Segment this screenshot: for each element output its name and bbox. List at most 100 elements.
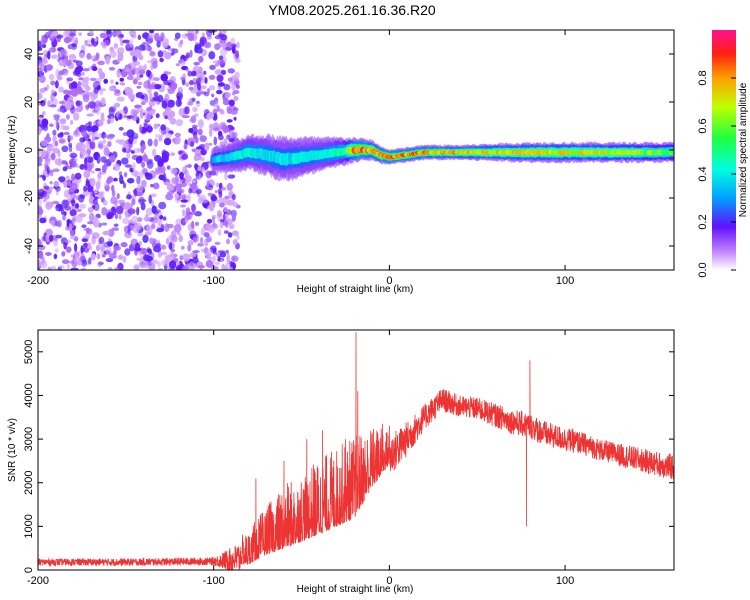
noise-cell: [147, 84, 156, 90]
noise-cell: [107, 211, 114, 219]
noise-cell: [208, 85, 216, 91]
noise-cell: [182, 253, 191, 262]
noise-cell: [218, 55, 224, 60]
noise-cell: [119, 180, 125, 185]
noise-cell: [57, 158, 62, 167]
noise-cell: [157, 260, 161, 268]
noise-cell: [71, 198, 75, 207]
noise-cell: [47, 146, 51, 155]
noise-cell: [55, 80, 59, 89]
noise-cell: [212, 221, 216, 228]
noise-cell: [82, 137, 86, 143]
noise-cell: [111, 206, 116, 212]
noise-cell: [74, 107, 82, 113]
noise-cell: [188, 86, 194, 91]
noise-cell: [148, 194, 152, 204]
noise-cell: [95, 168, 101, 172]
noise-cell: [71, 173, 75, 182]
noise-cell: [85, 227, 91, 234]
noise-cell: [228, 99, 235, 107]
noise-cell: [222, 213, 226, 221]
noise-cell: [81, 130, 88, 137]
noise-cell: [129, 38, 134, 48]
snr-x-tick-label: -200: [27, 575, 49, 587]
noise-cell: [41, 111, 46, 116]
noise-cell: [198, 194, 207, 201]
snr-y-tick-label: 2000: [23, 470, 35, 494]
noise-cell: [116, 69, 121, 78]
noise-cell: [222, 126, 230, 133]
snr-y-tick-label: 1000: [23, 514, 35, 538]
band-cell: [670, 149, 674, 156]
noise-cell: [146, 125, 153, 133]
noise-cell: [206, 88, 210, 95]
noise-cell: [59, 139, 65, 144]
noise-cell: [65, 246, 72, 254]
noise-cell: [106, 30, 112, 35]
noise-cell: [139, 64, 143, 71]
noise-cell: [155, 243, 161, 248]
noise-cell: [122, 182, 127, 189]
noise-cell: [196, 146, 204, 150]
noise-cell: [179, 39, 184, 45]
noise-cell: [114, 267, 120, 270]
noise-cell: [128, 93, 136, 100]
noise-cell: [177, 99, 182, 106]
noise-cell: [174, 32, 181, 39]
noise-cell: [134, 61, 141, 66]
noise-cell: [201, 32, 205, 37]
noise-cell: [38, 251, 44, 260]
noise-cell: [192, 250, 200, 254]
noise-cell: [69, 32, 77, 37]
noise-cell: [61, 199, 69, 209]
noise-cell: [157, 217, 163, 226]
noise-cell: [83, 76, 90, 82]
noise-cell: [131, 34, 137, 39]
noise-cell: [109, 155, 116, 163]
amplitude-colorbar: 0.0 0.2 0.4 0.6 0.8 Normalized spectral ampl…: [697, 30, 749, 278]
noise-cell: [205, 259, 214, 268]
noise-cell: [150, 259, 159, 265]
noise-cell: [193, 78, 197, 83]
spectrogram-y-label: Frequency (Hz): [7, 116, 18, 185]
noise-cell: [214, 101, 219, 108]
noise-cell: [231, 230, 239, 236]
noise-cell: [108, 106, 117, 113]
noise-cell: [105, 247, 112, 255]
snr-x-ticks: -200 -100 0 100: [27, 330, 574, 587]
noise-cell: [66, 263, 71, 270]
noise-cell: [200, 248, 205, 253]
noise-cell: [89, 177, 96, 187]
noise-cell: [100, 245, 106, 252]
noise-cell: [131, 198, 136, 206]
noise-cell: [178, 260, 183, 267]
noise-cell: [212, 122, 220, 131]
noise-cell: [160, 244, 167, 250]
noise-cell: [38, 156, 43, 164]
noise-cell: [163, 53, 171, 59]
noise-cell: [146, 60, 152, 64]
noise-cell: [131, 114, 139, 121]
noise-cell: [38, 60, 43, 67]
noise-cell: [91, 134, 95, 143]
noise-cell: [200, 148, 207, 156]
spectrogram-x-label: Height of straight line (km): [297, 284, 414, 295]
noise-cell: [119, 202, 125, 207]
noise-cell: [219, 190, 223, 198]
noise-cell: [218, 40, 223, 48]
noise-cell: [232, 90, 240, 94]
noise-cell: [162, 216, 167, 221]
noise-cell: [63, 125, 70, 131]
noise-cell: [156, 227, 165, 233]
noise-cell: [223, 83, 231, 91]
noise-cell: [68, 142, 73, 148]
noise-cell: [86, 125, 93, 132]
noise-cell: [136, 85, 142, 89]
noise-cell: [195, 41, 199, 46]
noise-cell: [52, 147, 60, 154]
noise-cell: [141, 247, 148, 255]
noise-cell: [75, 142, 83, 152]
snr-x-label: Height of straight line (km): [297, 584, 414, 595]
noise-cell: [144, 95, 149, 103]
